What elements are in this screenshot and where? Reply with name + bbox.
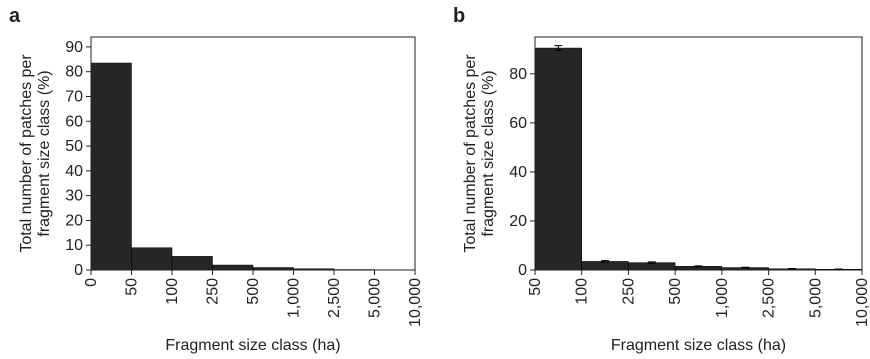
y-tick-label: 40 [509,164,527,181]
y-axis-title: Total number of patches per [462,54,479,253]
y-tick-label: 0 [518,262,527,279]
x-tick-label: 0 [83,278,100,287]
plot-frame [534,36,863,271]
x-tick-label: 5,000 [367,278,384,318]
x-tick-label: 250 [205,278,222,305]
bar [534,47,582,271]
x-axis-title: Fragment size class (ha) [165,337,340,354]
error-bar [694,265,703,268]
y-tick-label: 20 [509,213,527,230]
y-axis-title: Total number of patches per [18,54,35,253]
y-tick-label: 40 [65,163,83,180]
x-tick-label: 500 [245,278,262,305]
bar [131,247,173,271]
y-axis-title: fragment size class (%) [480,70,497,236]
y-tick-label: 20 [65,212,83,229]
y-tick-label: 90 [65,39,83,56]
x-tick-label: 50 [527,278,544,296]
plot-frame [90,36,416,271]
bar [171,256,213,271]
y-axis-title: fragment size class (%) [36,70,53,236]
bar [212,264,254,271]
x-tick-label: 10,000 [407,278,424,327]
y-tick-label: 60 [509,115,527,132]
y-tick-label: 30 [65,188,83,205]
x-tick-label: 100 [164,278,181,305]
x-tick-label: 10,000 [854,278,870,327]
bar [90,62,132,271]
x-tick-label: 500 [667,278,684,305]
x-tick-label: 5,000 [807,278,824,318]
panel-label: b [453,5,465,27]
x-tick-label: 1,000 [286,278,303,318]
y-tick-label: 80 [65,64,83,81]
y-tick-label: 70 [65,88,83,105]
error-bar [647,261,656,264]
y-tick-label: 50 [65,138,83,155]
x-tick-label: 100 [574,278,591,305]
x-tick-label: 2,500 [326,278,343,318]
y-tick-label: 0 [74,262,83,279]
y-tick-label: 60 [65,113,83,130]
error-bar [554,45,563,51]
y-tick-label: 10 [65,237,83,254]
panel-label: a [9,5,21,27]
x-tick-label: 2,500 [761,278,778,318]
y-tick-label: 80 [509,66,527,83]
x-tick-label: 50 [124,278,141,296]
x-tick-label: 250 [620,278,637,305]
x-axis-title: Fragment size class (ha) [611,337,786,354]
error-bar [601,260,610,263]
bar [581,261,629,271]
x-tick-label: 1,000 [714,278,731,318]
